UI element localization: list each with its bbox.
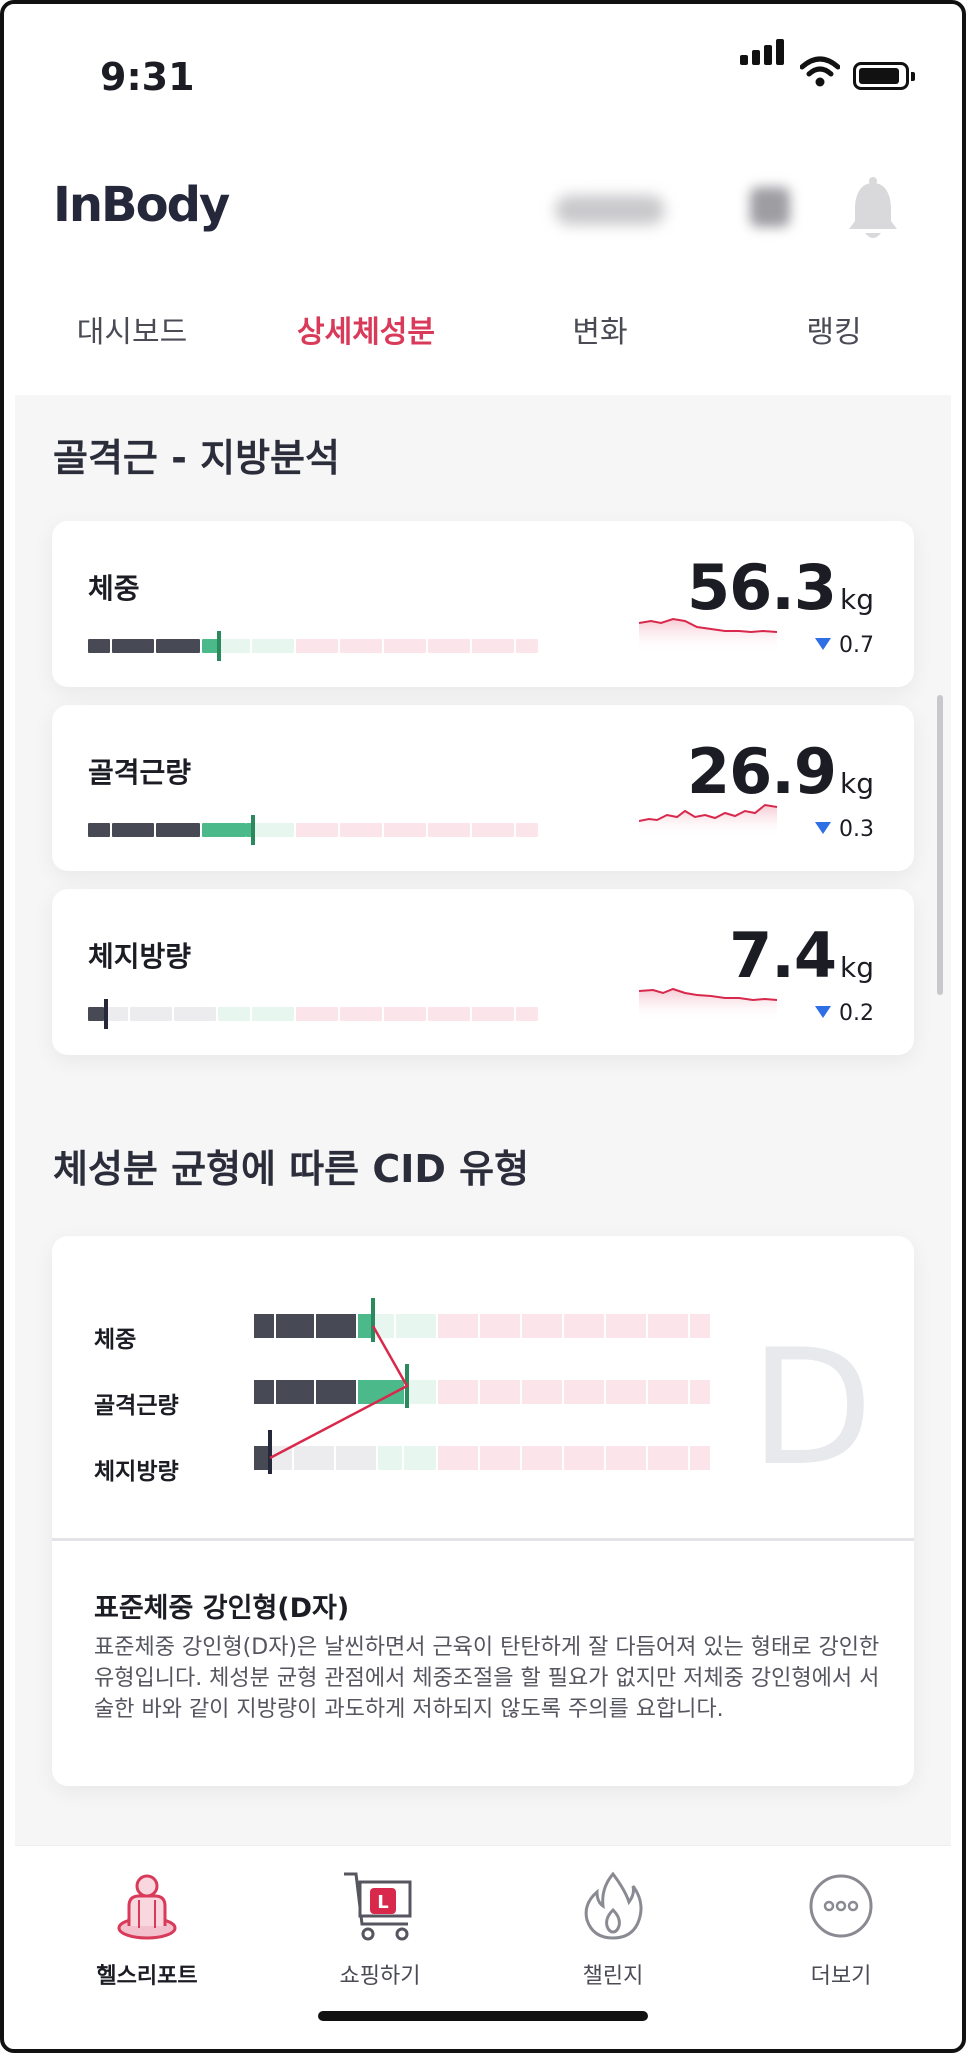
metric-card-body-fat[interactable]: 체지방량 7.4 kg 0.2 [52, 889, 914, 1055]
metric-change: 0.2 [815, 1001, 874, 1026]
app-screen: 9:31 InBody 대시보드 상세체성분 변화 랭킹 골격근 - 지방분석 [15, 15, 951, 2038]
metric-value: 7.4 kg [729, 919, 874, 992]
tab-ranking[interactable]: 랭킹 [806, 315, 862, 350]
battery-icon [853, 62, 915, 90]
metric-card-skeletal-muscle[interactable]: 골격근량 26.9 kg 0.3 [52, 705, 914, 871]
cid-profile-line [268, 1298, 409, 1474]
muscle-trend-sparkline [639, 803, 778, 837]
metric-unit: kg [840, 951, 874, 984]
cid-row-label-weight: 체중 [94, 1327, 137, 1353]
down-triangle-icon [815, 638, 831, 650]
cid-row-label-fat: 체지방량 [94, 1459, 179, 1485]
tab-body-composition[interactable]: 상세체성분 [297, 315, 435, 350]
nav-label: 쇼핑하기 [339, 1964, 421, 1989]
health-report-icon [117, 1874, 177, 1940]
metric-change-value: 0.2 [839, 1001, 874, 1026]
metric-change: 0.3 [815, 817, 874, 842]
cid-bar-weight [254, 1314, 712, 1338]
cid-type-description: 표준체중 강인형(D자)은 날씬하면서 근육이 탄탄하게 잘 다듬어져 있는 형… [94, 1635, 880, 1722]
fat-trend-sparkline [639, 987, 778, 1021]
down-triangle-icon [815, 822, 831, 834]
section-title-cid-type: 체성분 균형에 따른 CID 유형 [53, 1147, 530, 1191]
top-tabs: 대시보드 상세체성분 변화 랭킹 [15, 245, 951, 395]
cid-type-letter: D [750, 1314, 874, 1501]
metric-change: 0.7 [815, 633, 874, 658]
metric-unit: kg [840, 767, 874, 800]
scrollbar[interactable] [937, 695, 943, 995]
status-bar: 9:31 [15, 15, 951, 135]
nav-label: 챌린지 [582, 1964, 644, 1989]
nav-shopping[interactable]: L 쇼핑하기 [300, 1866, 460, 1990]
app-header: InBody [15, 135, 951, 245]
metric-range-bar [88, 999, 588, 1029]
tab-changes[interactable]: 변화 [572, 315, 628, 350]
cid-bar-muscle [254, 1380, 712, 1404]
cid-card: 체중 골격근량 체지방량 [52, 1236, 914, 1786]
metric-card-weight[interactable]: 체중 56.3 kg 0.7 [52, 521, 914, 687]
nav-challenge[interactable]: 챌린지 [533, 1866, 693, 1990]
more-icon [809, 1874, 873, 1938]
metric-number: 56.3 [687, 551, 837, 624]
blurred-user-name [555, 195, 665, 225]
inbody-logo: InBody [53, 177, 230, 233]
metric-range-bar [88, 815, 588, 845]
nav-label: 더보기 [810, 1964, 872, 1989]
cid-type-title: 표준체중 강인형(D자) [94, 1593, 350, 1624]
metric-label: 체중 [88, 572, 140, 605]
tab-dashboard[interactable]: 대시보드 [76, 315, 188, 350]
metric-change-value: 0.3 [839, 817, 874, 842]
metric-value: 26.9 kg [687, 735, 874, 808]
nav-health-report[interactable]: 헬스리포트 [67, 1866, 227, 1990]
cid-bar-fat [254, 1446, 712, 1470]
metric-value: 56.3 kg [687, 551, 874, 624]
wifi-icon [800, 56, 840, 87]
bell-icon[interactable] [847, 177, 899, 243]
shopping-cart-icon: L [344, 1872, 412, 1941]
metric-number: 7.4 [729, 919, 837, 992]
status-time: 9:31 [100, 55, 195, 99]
metric-label: 체지방량 [88, 940, 192, 973]
weight-trend-sparkline [639, 617, 778, 653]
metric-label: 골격근량 [88, 756, 192, 789]
nav-label: 헬스리포트 [96, 1964, 198, 1989]
divider [52, 1538, 914, 1541]
section-title-muscle-fat: 골격근 - 지방분석 [53, 436, 340, 480]
svg-text:L: L [377, 1892, 388, 1913]
down-triangle-icon [815, 1006, 831, 1018]
cid-row-label-muscle: 골격근량 [94, 1393, 179, 1419]
metric-number: 26.9 [687, 735, 837, 808]
nav-more[interactable]: 더보기 [761, 1866, 921, 1990]
flame-icon [584, 1871, 643, 1940]
blurred-avatar[interactable] [750, 187, 790, 227]
metric-range-bar [88, 631, 588, 661]
home-indicator[interactable] [318, 2011, 648, 2021]
bottom-navigation: 헬스리포트 L 쇼핑하기 챌린지 [15, 1845, 951, 2038]
metric-change-value: 0.7 [839, 633, 874, 658]
metric-unit: kg [840, 583, 874, 616]
